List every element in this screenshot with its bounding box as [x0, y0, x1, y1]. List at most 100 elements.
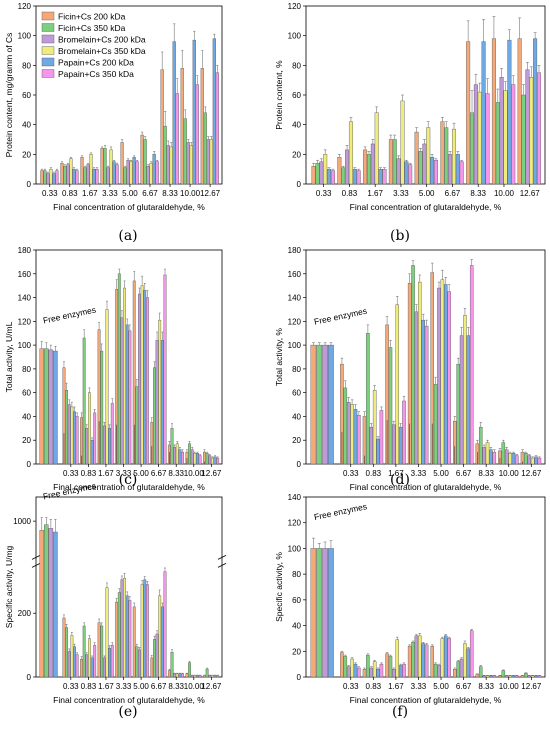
- y-tick-label: 180: [288, 246, 302, 255]
- bar: [346, 666, 351, 678]
- bar: [205, 668, 209, 678]
- legend-label: Papain+Cs 200 kDa: [58, 58, 134, 68]
- bar: [193, 453, 197, 465]
- bar: [185, 673, 189, 678]
- bar: [404, 161, 409, 185]
- legend-swatch: [41, 46, 55, 55]
- bar: [469, 630, 474, 678]
- bar: [135, 386, 139, 465]
- bar: [501, 670, 506, 678]
- bar: [489, 449, 493, 465]
- y-axis-label: Protein content, %: [274, 60, 284, 130]
- bar: [323, 154, 328, 185]
- panel-caption: (a): [118, 228, 137, 244]
- bar: [470, 112, 475, 185]
- bar: [507, 39, 512, 185]
- x-tick-label: 10.00: [499, 469, 520, 478]
- bar: [473, 84, 478, 185]
- bar: [482, 675, 486, 678]
- x-axis-label: Final concentration of glutaraldehyde, %: [350, 202, 502, 212]
- legend-swatch: [41, 11, 55, 21]
- bar: [477, 91, 482, 185]
- bar: [75, 416, 79, 465]
- x-tick-label: 1.67: [98, 469, 114, 478]
- bar: [463, 315, 467, 465]
- bar: [198, 675, 202, 678]
- bar: [444, 127, 449, 185]
- bar: [357, 415, 361, 465]
- x-tick-label: 6.67: [151, 682, 167, 691]
- y-tick-label: 0: [297, 673, 302, 682]
- y-axis-label: Specific activity, %: [274, 552, 284, 622]
- bar: [120, 142, 124, 185]
- bar: [402, 400, 406, 465]
- bar: [62, 617, 66, 678]
- bar: [75, 654, 79, 678]
- bar: [515, 675, 519, 678]
- y-tick-label: 20: [22, 150, 31, 159]
- bar: [216, 675, 220, 678]
- bar: [188, 443, 191, 465]
- x-tick-label: 8.33: [168, 682, 184, 691]
- bar: [216, 457, 220, 465]
- x-tick-label: 1.67: [82, 189, 98, 198]
- bar: [525, 69, 530, 185]
- axis-break-mark: [217, 555, 227, 560]
- bar: [370, 143, 375, 185]
- x-tick-label: 0.83: [366, 682, 382, 691]
- x-tick-label: 0.83: [81, 682, 97, 691]
- free-enzyme-bar: [316, 548, 323, 678]
- free-enzyme-bar: [48, 349, 54, 465]
- bar: [67, 404, 71, 465]
- y-tick-label: 40: [292, 121, 301, 130]
- bar: [398, 426, 403, 465]
- bar: [424, 644, 429, 678]
- x-tick-label: 1.67: [388, 469, 404, 478]
- bar: [374, 112, 379, 185]
- bar: [443, 284, 448, 465]
- bar: [167, 670, 171, 678]
- bar: [120, 579, 124, 678]
- bar: [430, 645, 434, 678]
- y-tick-label: 20: [292, 436, 301, 445]
- x-tick-label: 12.67: [521, 469, 542, 478]
- bar: [478, 426, 483, 465]
- bar: [117, 273, 121, 465]
- bar: [213, 675, 217, 678]
- x-tick-label: 1.67: [388, 682, 404, 691]
- y-tick-label: 60: [22, 91, 31, 100]
- bar: [433, 663, 438, 678]
- y-tick-label: 20: [22, 436, 31, 445]
- x-tick-label: 3.33: [411, 682, 427, 691]
- bar: [340, 652, 344, 678]
- y-tick-label: 100: [18, 32, 32, 41]
- bar: [103, 148, 107, 185]
- x-tick-label: 5.00: [133, 469, 149, 478]
- bar: [396, 158, 401, 185]
- bar: [140, 584, 144, 678]
- x-tick-label: 6.67: [456, 682, 472, 691]
- bar: [140, 134, 144, 185]
- bar: [395, 639, 399, 678]
- x-axis-label: Final concentration of glutaraldehyde, %: [53, 695, 205, 705]
- bar: [181, 673, 184, 678]
- bar: [173, 673, 177, 678]
- bar: [200, 68, 204, 185]
- axis-break-mark: [217, 563, 227, 568]
- bar: [515, 455, 519, 465]
- bar: [485, 675, 490, 678]
- bar: [100, 350, 104, 465]
- x-tick-label: 0.83: [342, 189, 358, 198]
- bar: [469, 265, 474, 465]
- y-tick-label: 180: [18, 246, 32, 255]
- bar: [146, 165, 150, 185]
- bar: [93, 412, 97, 465]
- bar: [155, 340, 159, 465]
- bar: [67, 651, 71, 678]
- y-tick-label: 0: [27, 460, 32, 469]
- bar: [160, 69, 164, 185]
- free-enzyme-bar: [322, 548, 328, 678]
- bar: [195, 84, 199, 185]
- bar: [363, 149, 368, 185]
- bar: [115, 164, 119, 185]
